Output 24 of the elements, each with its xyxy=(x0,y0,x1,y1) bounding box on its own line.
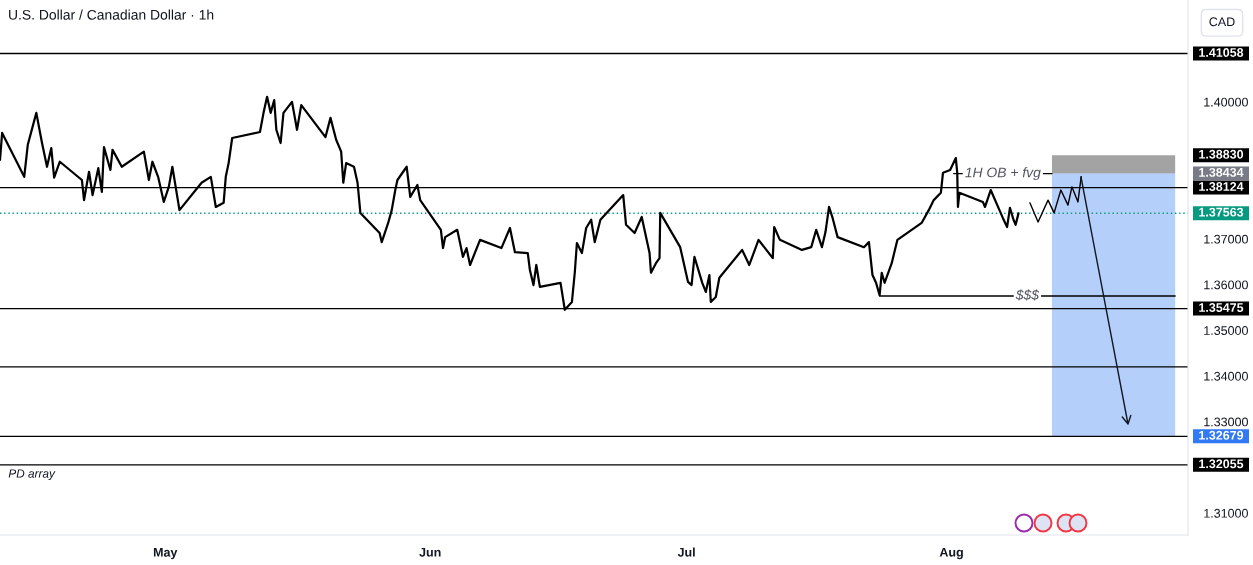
x-tick-label: May xyxy=(153,547,178,560)
x-tick-label: Jun xyxy=(419,547,441,557)
y-tick-label: 1.40000 xyxy=(1204,97,1248,107)
ref-line-label: 1.35475 xyxy=(1199,303,1244,312)
annotation: PD array xyxy=(8,469,56,481)
ref-line-label: 1.41058 xyxy=(1199,48,1244,57)
series-label: $$$ xyxy=(1015,289,1040,301)
y-axis-title: CAD xyxy=(1209,17,1235,27)
y-tick-label: 1.34000 xyxy=(1204,371,1248,381)
text: U.S. Dollar / Canadian Dollar · 1h xyxy=(9,9,214,20)
y-tick-label: 1.36000 xyxy=(1204,280,1248,290)
y-tick-label: 1.37000 xyxy=(1204,234,1248,244)
ref-line-label: 1.37563 xyxy=(1199,207,1244,217)
band-label: 1.32679 xyxy=(1199,430,1244,440)
ref-line-label: 1.32055 xyxy=(1199,459,1244,469)
y-tick-label: 1.33000 xyxy=(1204,417,1248,427)
band-label: 1.38830 xyxy=(1199,149,1244,159)
x-tick-label: Jul xyxy=(677,547,695,557)
ref-line-label: 1.38124 xyxy=(1199,182,1244,191)
x-tick-label: Aug xyxy=(939,547,963,560)
y-tick-label: 1.31000 xyxy=(1204,508,1248,518)
series-label: 1H OB + fvg xyxy=(965,167,1041,181)
y-tick-label: 1.35000 xyxy=(1204,326,1248,335)
annotation: 1.38434 xyxy=(1199,167,1244,177)
